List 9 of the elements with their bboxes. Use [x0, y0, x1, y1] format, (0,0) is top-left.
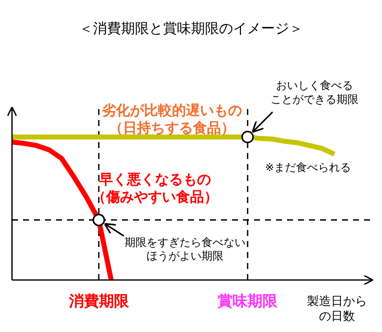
x-axis-title: 製造日からの日数: [307, 294, 367, 323]
chart-title: ＜消費期限と賞味期限のイメージ＞: [79, 21, 303, 37]
annotation: 期限をすぎたら食べないほうがよい期限: [124, 236, 246, 263]
x-tick-label: 消費期限: [68, 292, 130, 310]
annotation: 早く悪くなるもの（傷みやすい食品）: [92, 172, 218, 206]
x-tick-label: 賞味期限: [218, 292, 279, 310]
text: 劣化が比較的遅いもの（日持ちする食品）: [101, 103, 242, 136]
annotation: おいしく食べることができる期限: [270, 79, 359, 106]
annotation: ※まだ食べられる: [265, 161, 352, 174]
